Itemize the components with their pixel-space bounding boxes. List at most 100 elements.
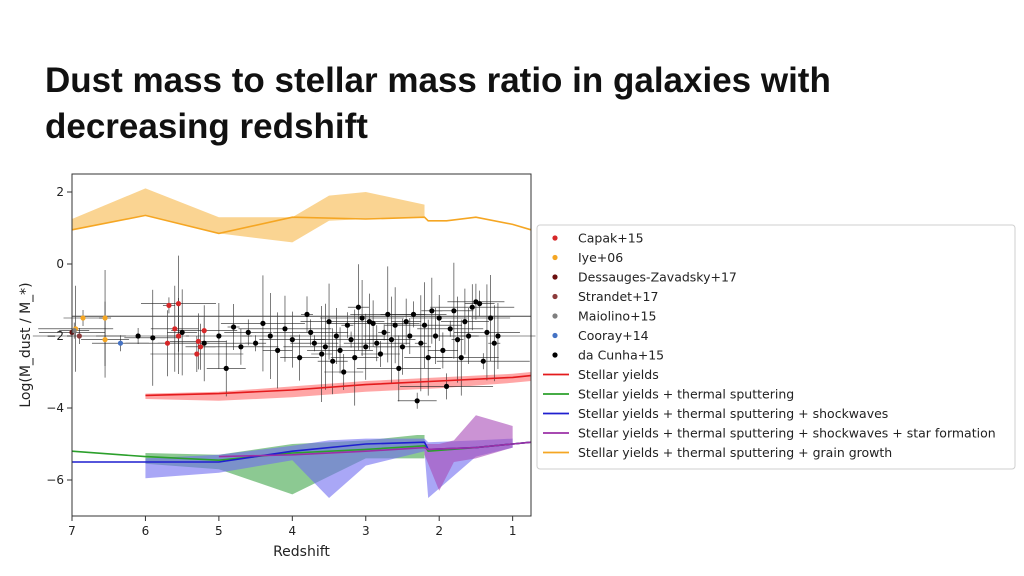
y-tick-label: −6 [46, 473, 64, 487]
x-tick-label: 7 [68, 524, 76, 538]
data-point [458, 355, 464, 361]
data-point [201, 340, 207, 346]
data-point [429, 308, 435, 314]
y-axis-ticks: 2 0 −2 −4 −6 [46, 185, 72, 487]
data-point [476, 301, 483, 307]
data-point [392, 322, 398, 328]
legend-marker [552, 352, 558, 358]
data-point [381, 329, 387, 335]
data-point [289, 337, 295, 343]
data-point [175, 333, 182, 339]
data-point [388, 337, 395, 343]
y-tick-label: 0 [56, 257, 64, 271]
data-point [352, 355, 358, 361]
data-point [267, 333, 273, 339]
data-point [480, 358, 486, 364]
legend-label: Dessauges-Zavadsky+17 [578, 270, 737, 285]
data-point [462, 319, 468, 325]
data-point [348, 337, 354, 343]
data-point [421, 322, 428, 328]
data-point [344, 322, 350, 328]
data-point [495, 333, 501, 339]
data-point [469, 304, 475, 310]
legend-label: Maiolino+15 [578, 309, 656, 324]
data-point [359, 315, 365, 321]
data-point [322, 344, 328, 350]
legend-label: Capak+15 [578, 231, 644, 246]
data-point [216, 333, 222, 339]
data-point [304, 311, 310, 317]
x-tick-label: 4 [288, 524, 296, 538]
legend-label: Stellar yields + thermal sputtering + gr… [578, 445, 892, 460]
data-point [275, 347, 281, 353]
data-point [164, 340, 171, 346]
data-point [418, 340, 424, 346]
x-axis-ticks: 7 6 5 4 3 2 1 [68, 516, 516, 538]
data-point [432, 333, 439, 339]
data-point [194, 351, 200, 357]
y-tick-label: −4 [46, 401, 64, 415]
data-point [102, 337, 108, 343]
data-point [311, 340, 317, 346]
slide-title: Dust mass to stellar mass ratio in galax… [45, 61, 831, 146]
data-points [69, 299, 501, 404]
data-point [484, 329, 490, 335]
data-point [403, 319, 409, 325]
data-point [407, 333, 413, 339]
data-point [443, 383, 450, 389]
legend-label: Strandet+17 [578, 289, 658, 304]
data-point [308, 329, 314, 335]
data-point [282, 326, 288, 332]
data-point [396, 365, 402, 371]
legend-marker [552, 332, 558, 339]
data-point [76, 333, 82, 339]
x-axis-label: Redshift [273, 544, 330, 560]
model-line [71, 214, 532, 235]
data-point [102, 315, 108, 321]
data-point [341, 369, 347, 375]
data-point [399, 344, 406, 350]
legend-marker [552, 235, 558, 241]
data-point [447, 326, 453, 332]
data-point [195, 338, 201, 344]
data-point [175, 301, 182, 307]
x-tick-label: 5 [215, 524, 223, 538]
data-point [172, 326, 178, 332]
data-point [166, 302, 172, 308]
legend-box [536, 224, 1016, 470]
data-point [71, 328, 77, 334]
legend-marker [552, 313, 558, 319]
model-line [218, 441, 532, 458]
data-point [197, 344, 204, 350]
data-point [374, 340, 380, 346]
legend-label: Stellar yields [578, 367, 659, 382]
legend-marker [552, 293, 558, 300]
model-lines [71, 214, 532, 463]
x-tick-label: 6 [142, 524, 150, 538]
data-point [410, 311, 417, 317]
x-tick-label: 3 [362, 524, 370, 538]
model-band [72, 188, 425, 243]
data-point [319, 351, 325, 357]
data-point [425, 355, 431, 361]
data-point [260, 320, 266, 326]
data-point [451, 308, 457, 314]
data-point [440, 347, 446, 353]
legend-label: Cooray+14 [578, 328, 649, 343]
data-point [377, 351, 384, 357]
data-point [330, 358, 336, 364]
data-point [297, 355, 303, 361]
data-point [230, 324, 237, 330]
y-tick-label: −2 [46, 329, 64, 343]
data-point [245, 329, 251, 335]
y-axis-label: Log(M_dust / M_*) [18, 282, 34, 407]
legend: Capak+15 Iye+06 Dessauges-Zavadsky+17 Stran… [536, 224, 1016, 470]
data-point [385, 311, 391, 317]
data-point [337, 347, 343, 353]
legend-label: Stellar yields + thermal sputtering [578, 387, 794, 402]
data-point [135, 333, 141, 339]
data-point [179, 329, 185, 335]
data-point [117, 340, 124, 346]
plot-frame [71, 173, 532, 517]
